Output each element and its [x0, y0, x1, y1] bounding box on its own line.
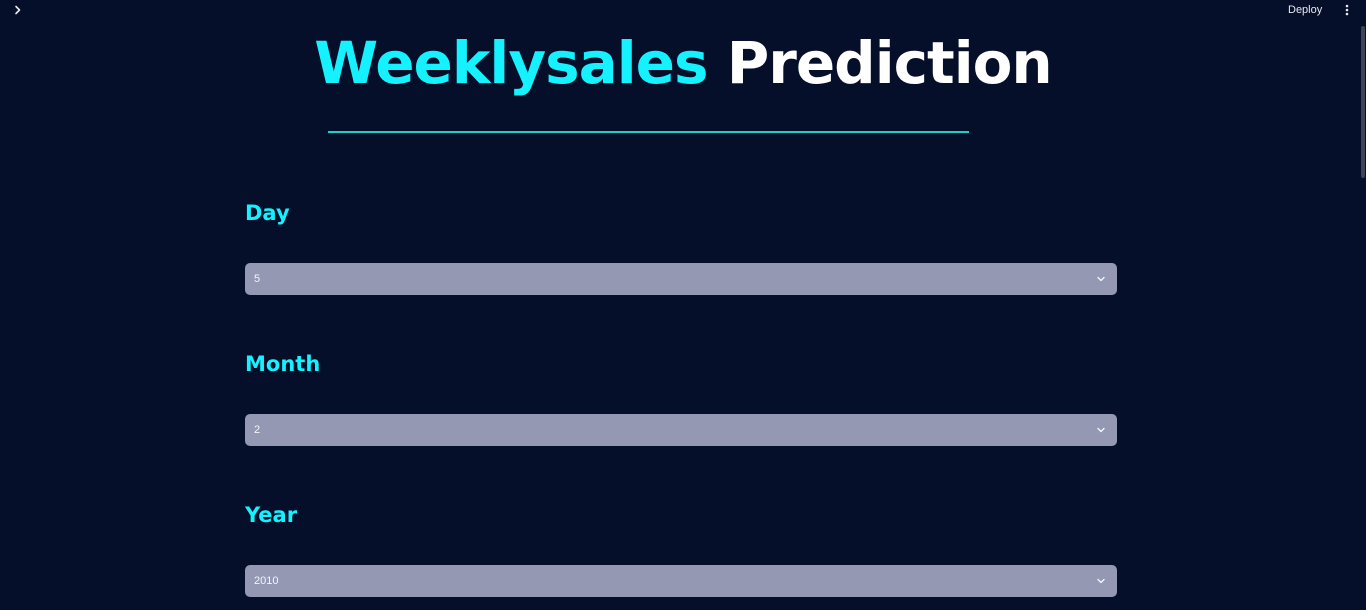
- day-label: Day: [245, 201, 290, 225]
- day-select[interactable]: 5: [245, 263, 1117, 295]
- year-select-value: 2010: [254, 575, 279, 587]
- day-select-value: 5: [254, 273, 261, 285]
- title-accent: Weeklysales: [314, 29, 708, 97]
- year-label: Year: [245, 503, 298, 527]
- scrollbar-thumb[interactable]: [1361, 26, 1365, 178]
- month-select-value: 2: [254, 424, 261, 436]
- top-bar: Deploy: [0, 0, 1366, 20]
- deploy-button[interactable]: Deploy: [1288, 4, 1323, 16]
- title-plain: Prediction: [726, 29, 1053, 97]
- chevron-down-icon: [1097, 427, 1105, 433]
- chevron-down-icon: [1097, 276, 1105, 282]
- sidebar-toggle-button[interactable]: [10, 2, 26, 18]
- month-select[interactable]: 2: [245, 414, 1117, 446]
- chevron-right-icon: [15, 5, 21, 15]
- year-select[interactable]: 2010: [245, 565, 1117, 597]
- page-title: Weeklysales Prediction: [0, 28, 1366, 98]
- main-menu-button[interactable]: [1340, 2, 1354, 18]
- title-divider: [328, 131, 969, 133]
- month-label: Month: [245, 352, 321, 376]
- more-vertical-icon: [1345, 4, 1349, 16]
- chevron-down-icon: [1097, 578, 1105, 584]
